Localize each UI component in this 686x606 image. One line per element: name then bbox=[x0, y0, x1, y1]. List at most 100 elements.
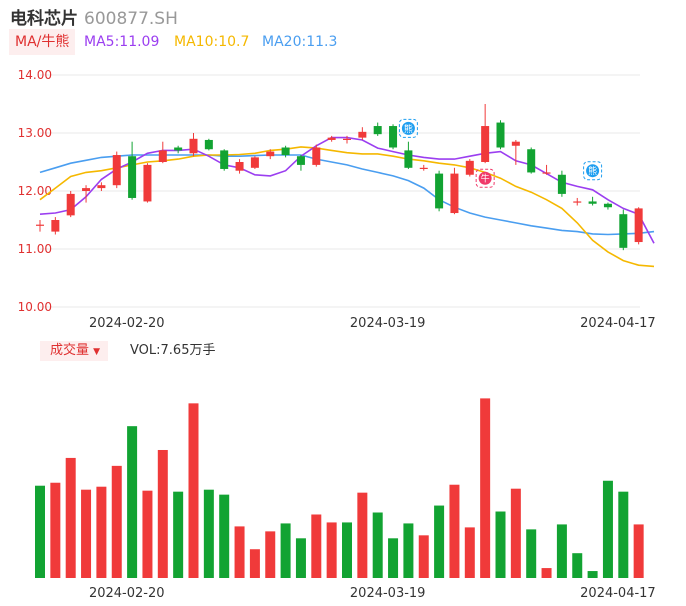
volume-bar bbox=[480, 398, 491, 578]
signal-marker-label: 牛 bbox=[481, 173, 490, 185]
volume-bar bbox=[234, 526, 245, 578]
volume-bar bbox=[203, 489, 214, 578]
price-x-tick-label: 2024-02-20 bbox=[89, 316, 165, 331]
volume-bar bbox=[372, 512, 383, 578]
ma10-legend: MA10:10.7 bbox=[174, 34, 250, 50]
volume-bar bbox=[342, 522, 352, 578]
y-tick-label: 13.00 bbox=[18, 126, 52, 140]
candle-body bbox=[158, 150, 167, 162]
volume-bar bbox=[127, 426, 138, 578]
volume-indicator-button[interactable]: 成交量 ▼ bbox=[40, 341, 109, 361]
volume-bar bbox=[35, 485, 45, 578]
y-tick-label: 12.00 bbox=[18, 184, 52, 198]
candle-body bbox=[174, 147, 183, 151]
candle-body bbox=[51, 220, 60, 232]
volume-x-tick-label: 2024-02-20 bbox=[89, 586, 165, 601]
volume-bar bbox=[111, 465, 122, 578]
y-tick-label: 11.00 bbox=[18, 242, 52, 256]
volume-bar bbox=[280, 523, 291, 578]
volume-bar bbox=[541, 568, 552, 578]
candle-body bbox=[220, 150, 229, 169]
candle-body bbox=[496, 122, 505, 148]
volume-bar bbox=[311, 514, 322, 578]
candle-body bbox=[343, 138, 351, 140]
signal-marker-label: 熊 bbox=[588, 165, 597, 177]
stock-title: 电科芯片 600877.SH bbox=[10, 4, 178, 29]
candle-body bbox=[634, 208, 643, 243]
candle-body bbox=[603, 203, 612, 208]
candle-body bbox=[112, 155, 121, 186]
candle-body bbox=[36, 224, 44, 226]
candle-body bbox=[97, 185, 106, 189]
candle-body bbox=[235, 162, 244, 171]
candle-body bbox=[450, 173, 459, 214]
volume-bar bbox=[449, 484, 460, 578]
volume-bar bbox=[249, 549, 260, 578]
candle-body bbox=[281, 147, 290, 156]
candle-body bbox=[204, 139, 213, 150]
candle-body bbox=[557, 174, 566, 194]
volume-bar bbox=[188, 403, 199, 578]
volume-bar bbox=[434, 505, 445, 578]
volume-bar bbox=[526, 529, 537, 578]
candle-body bbox=[266, 151, 275, 157]
volume-bar bbox=[96, 486, 107, 578]
price-x-tick-label: 2024-03-19 bbox=[350, 316, 426, 331]
candle-body bbox=[588, 201, 597, 204]
volume-bar bbox=[510, 488, 521, 578]
candle-body bbox=[66, 193, 75, 216]
volume-bar bbox=[495, 511, 506, 578]
candle-body bbox=[542, 172, 551, 174]
volume-bar bbox=[633, 524, 644, 578]
volume-bar bbox=[157, 449, 168, 578]
candle-body bbox=[189, 138, 198, 154]
volume-bar bbox=[357, 492, 368, 578]
volume-bar bbox=[418, 535, 429, 578]
price-x-tick-label: 2024-04-17 bbox=[580, 316, 656, 331]
volume-bar bbox=[173, 491, 184, 578]
candle-body bbox=[619, 214, 628, 248]
signal-marker-dot bbox=[586, 164, 600, 178]
volume-bar bbox=[618, 491, 629, 578]
volume-bar bbox=[142, 490, 153, 578]
volume-bar bbox=[587, 571, 598, 578]
ma-indicator-button[interactable]: MA/牛熊 bbox=[9, 29, 76, 55]
candle-body bbox=[358, 131, 367, 138]
candle-body bbox=[419, 167, 428, 169]
signal-marker-frame bbox=[475, 168, 495, 188]
ma20-legend: MA20:11.3 bbox=[262, 34, 338, 50]
candle-body bbox=[250, 157, 259, 168]
signal-marker-dot bbox=[478, 171, 492, 185]
volume-x-tick-label: 2024-04-17 bbox=[580, 586, 656, 601]
volume-indicator-label: 成交量 bbox=[50, 343, 90, 358]
ma5-legend: MA5:11.09 bbox=[84, 34, 160, 50]
volume-bar bbox=[65, 457, 76, 578]
volume-bar bbox=[50, 482, 61, 578]
candle-body bbox=[143, 164, 152, 202]
ma20-line bbox=[39, 154, 655, 236]
volume-x-tick-label: 2024-03-19 bbox=[350, 586, 426, 601]
volume-bar bbox=[572, 553, 583, 578]
candle-body bbox=[389, 126, 398, 148]
candle-body bbox=[481, 126, 490, 162]
volume-bar bbox=[326, 522, 337, 578]
signal-marker-frame bbox=[398, 118, 418, 138]
y-tick-label: 14.00 bbox=[18, 68, 52, 82]
candle-body bbox=[296, 156, 305, 165]
signal-marker-label: 熊 bbox=[404, 123, 413, 135]
volume-bar bbox=[403, 523, 414, 578]
candle-body bbox=[373, 126, 382, 135]
volume-bar bbox=[81, 489, 92, 578]
stock-name: 电科芯片 bbox=[10, 9, 78, 29]
volume-bar bbox=[219, 494, 230, 578]
stock-code: 600877.SH bbox=[84, 9, 178, 29]
candle-body bbox=[465, 160, 474, 175]
volume-bar bbox=[295, 538, 306, 578]
volume-bar bbox=[602, 480, 613, 578]
candle-body bbox=[128, 156, 137, 198]
candle-body bbox=[404, 150, 413, 168]
volume-bar bbox=[556, 524, 567, 578]
volume-bar bbox=[464, 527, 475, 578]
